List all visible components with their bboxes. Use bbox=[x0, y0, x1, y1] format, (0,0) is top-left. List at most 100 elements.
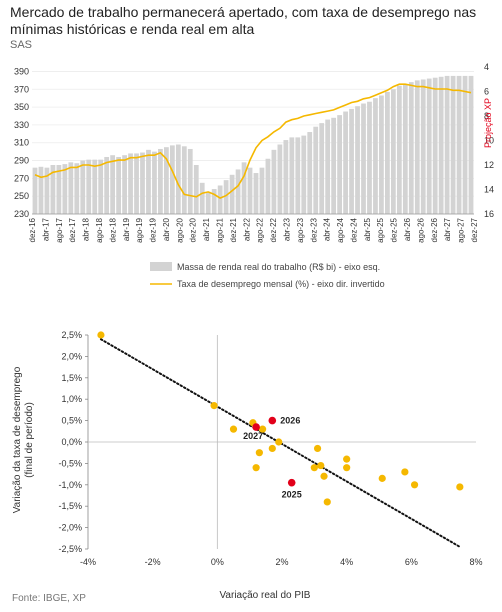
income-bar bbox=[373, 98, 378, 214]
income-bar bbox=[385, 91, 390, 214]
left-y-tick-label: 350 bbox=[14, 102, 29, 112]
scatter-point bbox=[313, 444, 322, 453]
scatter-point bbox=[252, 464, 260, 472]
x-tick-label: ago-27 bbox=[457, 217, 466, 242]
income-bar bbox=[361, 103, 366, 214]
x-tick-label: ago-26 bbox=[416, 217, 425, 242]
income-bar bbox=[134, 153, 139, 214]
x-tick-label: ago-20 bbox=[175, 217, 184, 242]
x-tick-label: ago-22 bbox=[256, 217, 265, 242]
x-tick-label: abr-25 bbox=[363, 217, 372, 241]
scatter-points bbox=[97, 331, 464, 506]
scatter-point bbox=[343, 455, 351, 463]
scatter-axes: 2,5% 2,0% 1,5% 1,0% 0,5% 0,0% -0,5% -1,0% -1,5% -… bbox=[58, 330, 482, 567]
scatter-point bbox=[275, 438, 283, 446]
x-tick-label: dez-17 bbox=[68, 217, 77, 242]
x-tick-label: ago-23 bbox=[296, 217, 305, 242]
income-bar bbox=[349, 108, 354, 214]
income-bar bbox=[146, 149, 151, 214]
income-bar bbox=[379, 95, 384, 214]
x-tick-label: dez-20 bbox=[189, 217, 198, 242]
income-bar bbox=[396, 85, 402, 214]
income-bar bbox=[169, 145, 175, 214]
income-bar bbox=[158, 148, 163, 214]
scatter-x-tick-label: 4% bbox=[340, 557, 353, 567]
top-chart-legend: Massa de renda real do trabalho (R$ bi) … bbox=[150, 262, 385, 289]
left-y-tick-label: 230 bbox=[14, 209, 29, 219]
income-bar bbox=[193, 165, 199, 214]
income-bar bbox=[32, 167, 38, 214]
left-y-tick-label: 370 bbox=[14, 84, 29, 94]
scatter-y-tick-label: 0,0% bbox=[61, 437, 82, 447]
income-bars bbox=[32, 75, 474, 215]
left-y-tick-label: 290 bbox=[14, 156, 29, 166]
income-bar bbox=[271, 149, 277, 214]
income-bar bbox=[289, 137, 295, 214]
income-bar bbox=[241, 162, 247, 214]
income-bar bbox=[235, 169, 241, 214]
x-tick-label: abr-24 bbox=[323, 217, 332, 241]
income-bar bbox=[50, 165, 56, 214]
x-tick-label: abr-18 bbox=[82, 217, 91, 241]
income-bar bbox=[301, 135, 307, 214]
x-tick-label: dez-19 bbox=[149, 217, 158, 242]
scatter-point bbox=[310, 464, 318, 472]
unemployment-line-path bbox=[34, 83, 472, 199]
scatter-point bbox=[343, 464, 351, 472]
x-tick-label: ago-18 bbox=[95, 217, 104, 242]
top-chart-gridlines bbox=[32, 71, 474, 215]
income-bar bbox=[259, 167, 265, 214]
x-tick-label: dez-25 bbox=[390, 217, 399, 242]
chart-subtitle: SAS bbox=[10, 39, 33, 51]
scatter-y-tick-label: -1,0% bbox=[58, 480, 82, 490]
left-y-tick-label: 330 bbox=[14, 120, 29, 130]
x-tick-label: abr-26 bbox=[403, 217, 412, 241]
source-note: Fonte: IBGE, XP bbox=[12, 593, 86, 604]
income-bar bbox=[414, 80, 420, 214]
income-bar bbox=[277, 144, 283, 214]
scatter-point bbox=[323, 498, 331, 506]
scatter-x-tick-label: 8% bbox=[469, 557, 482, 567]
income-bar bbox=[325, 119, 331, 214]
scatter-y-tick-label: 2,5% bbox=[61, 330, 82, 340]
scatter-point bbox=[210, 402, 218, 410]
right-y-tick-label: 12 bbox=[484, 160, 494, 170]
highlighted-points: 2026 2027 2025 bbox=[243, 416, 302, 500]
scatter-y-tick-label: -2,5% bbox=[58, 544, 82, 554]
income-bar bbox=[181, 146, 187, 214]
x-tick-label: dez-23 bbox=[309, 217, 318, 242]
income-bar bbox=[98, 159, 104, 214]
scatter-x-tick-label: 0% bbox=[211, 557, 224, 567]
left-y-axis: 230 250 270 290 310 330 350 370 390 bbox=[14, 66, 29, 219]
highlight-label-2026: 2026 bbox=[280, 416, 300, 426]
x-tick-label: abr-27 bbox=[443, 217, 452, 241]
x-tick-label: abr-22 bbox=[242, 217, 251, 241]
x-axis: dez-16 abr-17 ago-17 dez-17 abr-18 ago-18 dez-… bbox=[28, 213, 479, 243]
scatter-point bbox=[410, 481, 419, 489]
income-bar bbox=[122, 155, 127, 214]
scatter-point bbox=[97, 331, 105, 339]
income-bar bbox=[438, 76, 444, 214]
income-bar bbox=[104, 156, 110, 214]
scatter-y-tick-label: 1,0% bbox=[61, 394, 82, 404]
income-bar bbox=[229, 174, 235, 214]
income-bar bbox=[402, 83, 408, 214]
gdp-unemployment-scatter: 2,5% 2,0% 1,5% 1,0% 0,5% 0,0% -0,5% -1,0% -1,5% -… bbox=[12, 330, 483, 600]
income-bar bbox=[253, 173, 259, 214]
income-bar bbox=[199, 182, 205, 214]
income-bar bbox=[462, 75, 468, 214]
scatter-point bbox=[401, 468, 409, 476]
income-bar bbox=[283, 140, 289, 214]
right-y-tick-label: 8 bbox=[484, 111, 489, 121]
income-bar bbox=[355, 106, 360, 214]
income-bar bbox=[175, 144, 181, 214]
income-bar bbox=[444, 75, 450, 214]
income-bar bbox=[223, 180, 229, 214]
income-bar bbox=[367, 101, 372, 214]
scatter-x-tick-label: -4% bbox=[80, 557, 96, 567]
income-bar bbox=[319, 123, 325, 214]
x-tick-label: ago-21 bbox=[216, 217, 225, 242]
income-bar bbox=[432, 77, 438, 214]
x-tick-label: abr-20 bbox=[162, 217, 171, 241]
income-bar bbox=[92, 159, 98, 214]
